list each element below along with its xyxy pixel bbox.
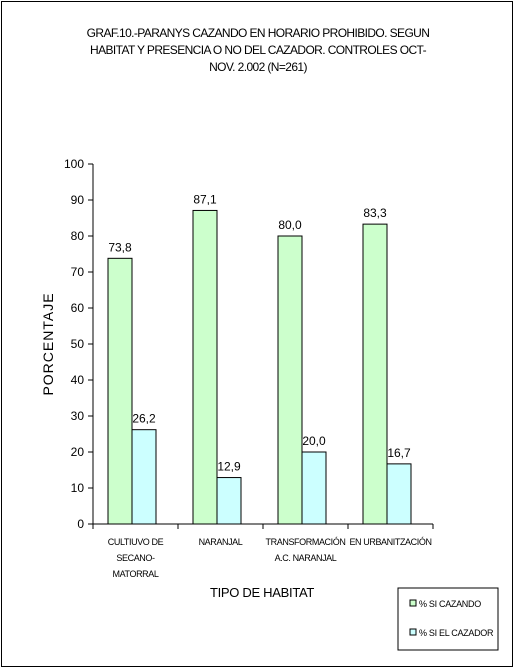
legend-swatch (409, 628, 417, 636)
data-label: 80,0 (278, 218, 302, 232)
category-label: MATORRAL (113, 569, 159, 579)
data-label: 20,0 (302, 434, 326, 448)
x-axis-categories: CULTIUVO DE SECANO- MATORRAL NARANJAL TRANSF… (108, 537, 432, 579)
data-label: 16,7 (387, 446, 411, 460)
category-label: SECANO- (116, 553, 155, 563)
bar (386, 463, 412, 525)
data-label: 12,9 (217, 460, 241, 474)
axes (92, 164, 434, 529)
y-tick-label: 80 (71, 229, 85, 243)
legend-label: % SI CAZANDO (419, 599, 481, 609)
legend-box (397, 587, 499, 651)
y-tick-label: 0 (77, 517, 84, 531)
y-axis-title: PORCENTAJE (40, 292, 56, 395)
legend-label: % SI EL CAZADOR (419, 628, 494, 638)
bars (107, 209, 412, 525)
y-tick-label: 40 (71, 373, 85, 387)
y-axis-ticks: 0 10 20 30 40 50 60 70 80 90 100 (64, 157, 93, 531)
title-line: HABITAT Y PRESENCIA O NO DEL CAZADOR. CO… (90, 43, 427, 57)
y-tick-label: 10 (71, 481, 85, 495)
bar (107, 257, 133, 525)
data-label: 73,8 (108, 240, 132, 254)
y-tick-label: 90 (71, 193, 85, 207)
bar (277, 235, 303, 525)
bar (131, 429, 157, 525)
y-tick-label: 50 (71, 337, 85, 351)
x-axis-title: TIPO DE HABITAT (210, 585, 314, 600)
title-line: GRAF.10.-PARANYS CAZANDO EN HORARIO PROH… (87, 26, 430, 40)
bar (362, 223, 388, 525)
bar (301, 451, 327, 525)
data-label: 26,2 (132, 412, 156, 426)
y-tick-label: 100 (64, 157, 84, 171)
chart-title: GRAF.10.-PARANYS CAZANDO EN HORARIO PROH… (87, 26, 430, 74)
y-tick-label: 30 (71, 409, 85, 423)
legend: % SI CAZANDO % SI EL CAZADOR (397, 587, 499, 651)
data-label: 87,1 (193, 192, 217, 206)
bar (216, 477, 242, 525)
category-label: TRANSFORMACIÓN (266, 537, 346, 547)
data-labels: 73,8 87,1 80,0 83,3 26,2 12,9 20,0 16,7 (108, 192, 411, 473)
category-label: NARANJAL (199, 537, 243, 547)
y-tick-label: 60 (71, 301, 85, 315)
y-tick-label: 70 (71, 265, 85, 279)
category-label: A.C. NARANJAL (275, 553, 337, 563)
title-line: NOV. 2.002 (N=261) (209, 60, 307, 74)
category-label: CULTIUVO DE (108, 537, 164, 547)
data-label: 83,3 (363, 206, 387, 220)
legend-swatch (409, 599, 417, 607)
category-label: EN URBANITZACIÓN (349, 537, 431, 547)
bar (192, 209, 218, 525)
y-tick-label: 20 (71, 445, 85, 459)
